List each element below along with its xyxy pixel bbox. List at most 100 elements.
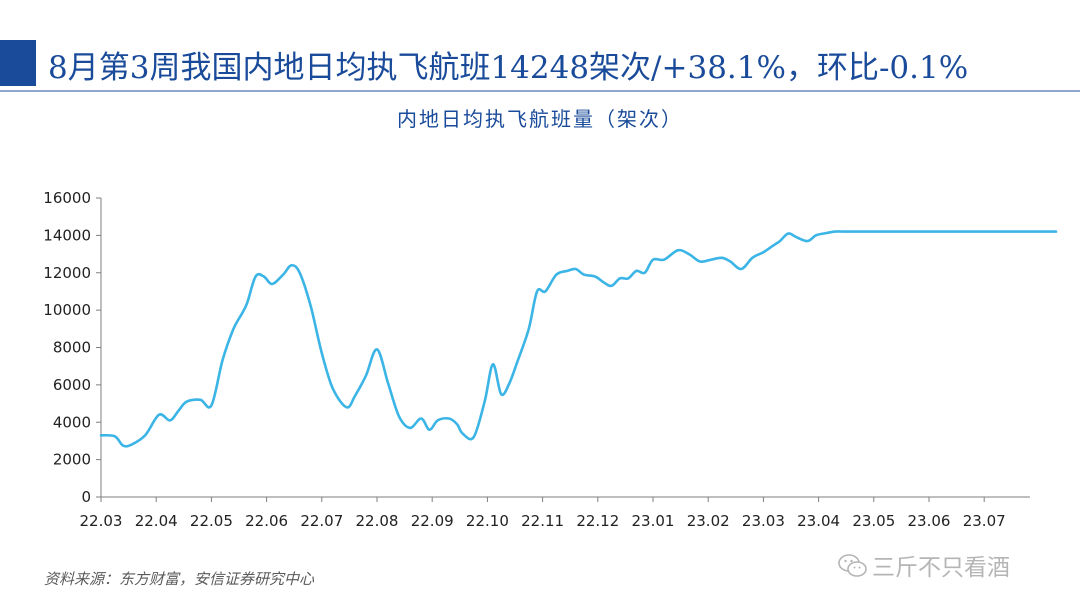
x-tick-label: 23.06: [908, 512, 951, 530]
x-tick-label: 22.11: [521, 512, 564, 530]
data-point: [710, 258, 713, 261]
data-point: [254, 275, 257, 278]
x-tick-label: 22.08: [356, 512, 399, 530]
data-point: [1035, 230, 1038, 233]
watermark: 三斤不只看酒: [838, 548, 1010, 585]
data-point: [1002, 230, 1005, 233]
data-point: [456, 423, 459, 426]
data-point: [555, 273, 558, 276]
data-point: [517, 359, 520, 362]
data-point: [856, 230, 859, 233]
x-tick-label: 23.05: [852, 512, 895, 530]
data-point: [721, 257, 724, 260]
data-point: [169, 419, 172, 422]
x-tick-label: 22.04: [135, 512, 178, 530]
data-point: [751, 257, 754, 260]
data-point: [321, 352, 324, 355]
data-point: [925, 230, 928, 233]
data-point: [619, 277, 622, 280]
data-point: [210, 404, 213, 407]
data-point: [627, 277, 630, 280]
x-tick-label: 23.01: [632, 512, 675, 530]
headline-accent-bar: [0, 40, 36, 86]
y-tick-label: 16000: [43, 189, 91, 207]
watermark-text: 三斤不只看酒: [872, 555, 1010, 581]
data-point: [483, 400, 486, 403]
data-point: [958, 230, 961, 233]
data-point: [398, 415, 401, 418]
data-point: [610, 285, 613, 288]
data-point: [635, 270, 638, 273]
data-point: [845, 230, 848, 233]
data-point: [594, 275, 597, 278]
data-point: [903, 230, 906, 233]
data-point: [130, 443, 133, 446]
y-tick-label: 14000: [43, 226, 91, 244]
data-point: [787, 232, 790, 235]
data-point: [232, 328, 235, 331]
data-point: [688, 253, 691, 256]
data-point: [583, 273, 586, 276]
x-tick-label: 22.12: [576, 512, 619, 530]
data-point: [528, 328, 531, 331]
data-point: [409, 427, 412, 430]
y-tick-label: 10000: [43, 301, 91, 319]
data-point: [770, 245, 773, 248]
data-point: [241, 313, 244, 316]
data-point: [806, 240, 809, 243]
data-point: [420, 417, 423, 420]
headline-divider: [0, 90, 1080, 92]
data-point: [1013, 230, 1016, 233]
data-point: [185, 400, 188, 403]
data-point: [461, 432, 464, 435]
data-point: [536, 290, 539, 293]
x-tick-label: 23.03: [742, 512, 785, 530]
data-point: [448, 417, 451, 420]
data-point: [699, 260, 702, 263]
data-point: [602, 281, 605, 284]
data-point: [100, 434, 103, 437]
x-tick-label: 22.05: [190, 512, 233, 530]
data-point: [677, 249, 680, 252]
wechat-icon: [838, 553, 868, 585]
x-tick-label: 22.07: [300, 512, 343, 530]
data-point: [870, 230, 873, 233]
data-point: [492, 363, 495, 366]
data-point: [762, 251, 765, 254]
data-point: [365, 374, 368, 377]
data-point: [947, 230, 950, 233]
y-tick-label: 8000: [53, 339, 91, 357]
data-point: [298, 272, 301, 275]
x-tick-label: 22.06: [245, 512, 288, 530]
data-point: [936, 230, 939, 233]
data-point: [823, 232, 826, 235]
y-tick-label: 4000: [53, 413, 91, 431]
data-point: [271, 283, 274, 286]
data-point: [354, 395, 357, 398]
data-point: [332, 387, 335, 390]
y-tick-label: 2000: [53, 451, 91, 469]
data-point: [834, 230, 837, 233]
chart-title: 内地日均执飞航班量（架次）: [397, 107, 683, 131]
data-point: [729, 260, 732, 263]
x-tick-label: 23.07: [963, 512, 1006, 530]
data-point: [652, 258, 655, 261]
data-point: [795, 236, 798, 239]
data-point: [980, 230, 983, 233]
data-point: [566, 270, 569, 273]
source-note: 资料来源：东方财富，安信证券研究中心: [44, 570, 315, 588]
data-point: [310, 305, 313, 308]
data-point: [779, 240, 782, 243]
series-layer: [99, 230, 1058, 448]
data-point: [158, 414, 161, 417]
data-point: [1024, 230, 1027, 233]
x-tick-label: 22.03: [80, 512, 123, 530]
data-point: [1055, 230, 1058, 233]
data-point: [881, 230, 884, 233]
y-tick-label: 6000: [53, 376, 91, 394]
data-point: [643, 272, 646, 275]
y-tick-label: 0: [81, 488, 91, 506]
data-point: [282, 273, 285, 276]
data-point: [472, 436, 475, 439]
